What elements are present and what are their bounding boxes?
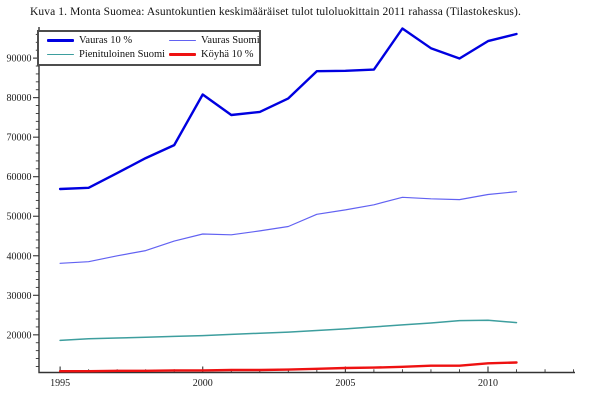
legend-swatch-vauras-10	[47, 39, 74, 42]
legend-item-vauras-suomi: Vauras Suomi	[169, 34, 260, 47]
legend-label-vauras-suomi: Vauras Suomi	[201, 35, 260, 46]
legend-label-koyha-10: Köyhä 10 %	[201, 49, 254, 60]
legend-item-pienituloinen-suomi: Pienituloinen Suomi	[47, 48, 169, 61]
series-line-pienituloinen-suomi	[59, 319, 518, 342]
series-line-vauras-suomi	[59, 191, 518, 264]
x-tick-label: 2005	[335, 378, 355, 389]
legend-item-vauras-10: Vauras 10 %	[47, 34, 169, 47]
axis-lines	[38, 27, 575, 374]
legend-label-vauras-10: Vauras 10 %	[79, 35, 133, 46]
y-axis-ticks: 20000 30000 40000 50000 60000 70000 80000 90000	[7, 33, 39, 367]
series-line-koyha-10	[58, 361, 518, 373]
x-tick-label: 2000	[193, 378, 213, 389]
legend-swatch-vauras-suomi	[169, 39, 196, 42]
y-tick-label: 80000	[7, 93, 32, 104]
series-line-vauras-10	[58, 27, 518, 191]
y-tick-label: 60000	[7, 172, 32, 183]
x-tick-label: 2010	[478, 378, 498, 389]
legend-label-pienituloinen-suomi: Pienituloinen Suomi	[79, 49, 166, 60]
chart-legend: Vauras 10 % Vauras Suomi Pienituloinen S…	[37, 30, 261, 66]
y-tick-label: 50000	[7, 212, 32, 223]
legend-item-koyha-10: Köyhä 10 %	[169, 48, 260, 61]
y-tick-label: 20000	[7, 330, 32, 341]
legend-swatch-koyha-10	[169, 53, 196, 56]
chart-title: Kuva 1. Monta Suomea: Asuntokuntien kesk…	[30, 6, 521, 18]
y-tick-label: 70000	[7, 133, 32, 144]
legend-swatch-pienituloinen-suomi	[47, 53, 74, 56]
y-tick-label: 30000	[7, 291, 32, 302]
x-tick-label: 1995	[50, 378, 70, 389]
y-tick-label: 90000	[7, 54, 32, 65]
y-tick-label: 40000	[7, 251, 32, 262]
